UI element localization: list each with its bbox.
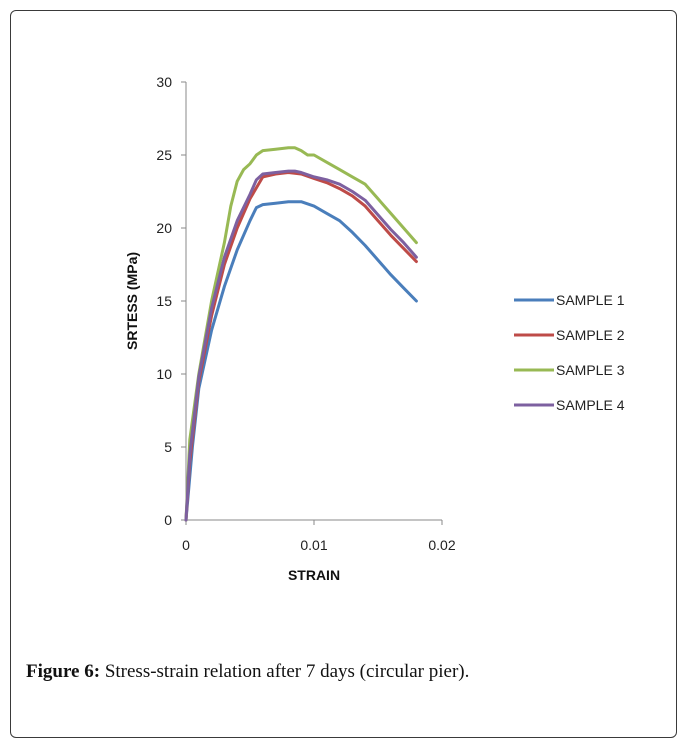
caption-label: Figure 6: [26, 661, 101, 682]
y-tick-label: 5 [164, 439, 172, 455]
x-tick-label: 0.02 [428, 537, 455, 553]
y-tick-label: 15 [156, 293, 172, 309]
y-axis-label: SRTESS (MPa) [124, 252, 140, 350]
legend-label-2: SAMPLE 2 [556, 327, 625, 343]
series-line-4 [184, 169, 418, 522]
y-tick-label: 0 [164, 512, 172, 528]
caption-text: Stress-strain relation after 7 days (cir… [100, 661, 470, 682]
series-line-3 [184, 146, 418, 522]
y-tick-label: 30 [156, 74, 172, 90]
y-tick-label: 20 [156, 220, 172, 236]
y-tick-label: 25 [156, 147, 172, 163]
y-tick-label: 10 [156, 366, 172, 382]
legend-label-1: SAMPLE 1 [556, 292, 625, 308]
legend-label-4: SAMPLE 4 [556, 397, 625, 413]
x-tick-label: 0 [182, 537, 190, 553]
series-line-1 [184, 200, 418, 522]
figure-frame [10, 10, 677, 738]
x-axis-label: STRAIN [288, 567, 340, 583]
series-line-2 [184, 171, 418, 522]
stress-strain-chart: 0 5 10 15 20 25 30 0 0.01 0.02 STRAIN SRTESS (MPa) S… [124, 74, 625, 583]
x-tick-label: 0.01 [300, 537, 327, 553]
legend-label-3: SAMPLE 3 [556, 362, 625, 378]
figure-caption: Figure 6: Stress-strain relation after 7… [26, 661, 666, 683]
